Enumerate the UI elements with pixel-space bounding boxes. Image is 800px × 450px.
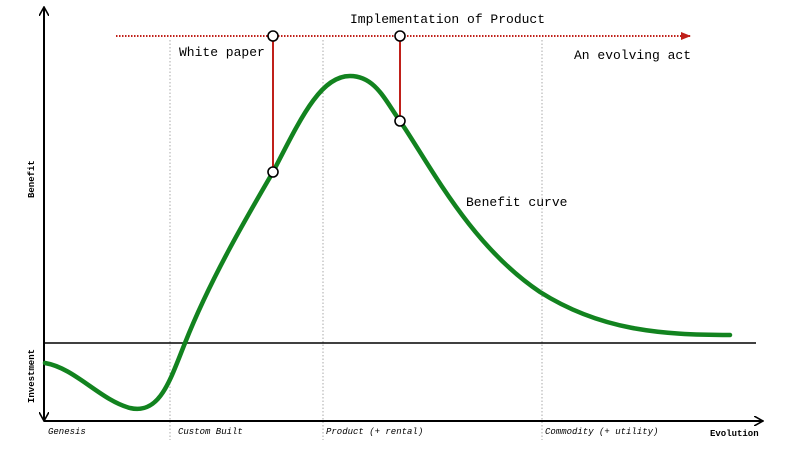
white-paper-timeline-node bbox=[267, 30, 279, 42]
stage-label-custom-built: Custom Built bbox=[178, 427, 243, 437]
y-axis-benefit-label: Benefit bbox=[27, 160, 37, 198]
stage-label-commodity: Commodity (+ utility) bbox=[545, 427, 658, 437]
stage-label-genesis: Genesis bbox=[48, 427, 86, 437]
timeline-title: Implementation of Product bbox=[350, 12, 545, 27]
benefit-curve-label: Benefit curve bbox=[466, 195, 567, 210]
benefit-curve bbox=[42, 73, 733, 412]
white-paper-curve-node bbox=[267, 166, 279, 178]
implementation-curve-node bbox=[394, 115, 406, 127]
stage-label-product: Product (+ rental) bbox=[326, 427, 423, 437]
y-axis-investment-label: Investment bbox=[27, 349, 37, 403]
white-paper-label: White paper bbox=[179, 45, 265, 60]
implementation-timeline-node bbox=[394, 30, 406, 42]
x-axis-label: Evolution bbox=[710, 429, 759, 439]
timeline-end-label: An evolving act bbox=[574, 48, 691, 63]
